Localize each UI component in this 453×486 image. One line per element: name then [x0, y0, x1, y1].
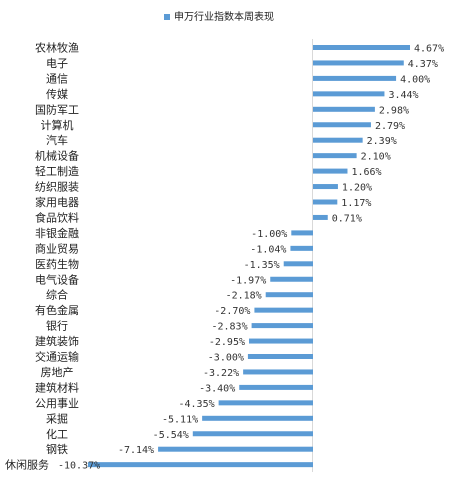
value-label: -1.00%	[251, 229, 287, 240]
category-label: 食品饮料	[35, 210, 79, 224]
value-label: -7.14%	[118, 445, 154, 456]
value-label: 2.98%	[379, 105, 409, 116]
bar-19	[251, 323, 313, 329]
value-label: -3.00%	[208, 353, 244, 364]
legend: 申万行业指数本周表现	[164, 10, 274, 23]
bar-13	[291, 230, 313, 236]
category-label: 国防军工	[35, 102, 79, 116]
category-label: 通信	[46, 72, 68, 85]
value-labels-group: 4.67% 4.37% 4.00% 3.44% 2.98% 2.79% 2.39% 2.10%…	[58, 44, 444, 472]
bar-27	[158, 446, 313, 452]
legend-label: 申万行业指数本周表现	[174, 10, 274, 23]
bar-3	[313, 75, 397, 81]
bar-1	[313, 45, 410, 50]
category-label: 房地产	[41, 365, 74, 379]
value-label: -2.83%	[211, 322, 247, 333]
category-labels-group: 农林牧渔电子通信传媒国防军工计算机汽车机械设备轻工制造纺织服装家用电器食品饮料非…	[5, 41, 79, 472]
category-label: 非银金融	[35, 226, 79, 240]
bar-9	[313, 168, 348, 174]
legend-swatch	[164, 14, 170, 20]
value-label: -1.04%	[250, 244, 286, 255]
bar-28	[88, 462, 313, 468]
category-label: 有色金属	[35, 303, 79, 317]
category-label: 银行	[46, 319, 68, 333]
bar-6	[313, 122, 371, 128]
category-label: 电气设备	[35, 272, 79, 286]
bar-16	[270, 276, 313, 282]
value-label: -3.40%	[199, 383, 235, 394]
category-label: 轻工制造	[35, 164, 79, 178]
value-label: -5.54%	[153, 430, 189, 441]
value-label: 2.79%	[375, 121, 405, 132]
value-label: 1.66%	[351, 167, 381, 178]
bar-2	[313, 60, 404, 66]
bar-15	[283, 261, 313, 267]
value-label: -2.95%	[209, 337, 245, 348]
bar-23	[239, 384, 313, 390]
bar-26	[192, 431, 313, 437]
category-label: 机械设备	[35, 149, 79, 163]
bar-22	[243, 369, 313, 375]
value-label: -2.18%	[226, 291, 262, 302]
category-label: 休闲服务	[5, 458, 49, 472]
value-label: 0.71%	[332, 213, 362, 224]
value-label: -10.37%	[58, 461, 100, 472]
category-label: 汽车	[46, 133, 68, 147]
bars-group	[88, 45, 410, 468]
value-label: 2.10%	[361, 152, 391, 163]
value-label: 4.37%	[408, 59, 438, 70]
category-label: 传媒	[46, 88, 68, 101]
bar-12	[313, 214, 328, 220]
category-label: 钢铁	[46, 443, 68, 456]
category-label: 采掘	[46, 411, 68, 425]
category-label: 建筑材料	[35, 380, 79, 394]
bar-4	[313, 91, 385, 97]
value-label: 4.00%	[400, 74, 430, 85]
bar-24	[218, 400, 313, 406]
category-label: 商业贸易	[35, 241, 79, 255]
bar-17	[265, 292, 313, 298]
category-label: 综合	[46, 288, 68, 302]
bar-5	[313, 106, 375, 112]
value-label: 4.67%	[414, 44, 444, 55]
value-label: 1.17%	[341, 198, 371, 209]
value-label: -1.35%	[244, 260, 280, 271]
value-label: 2.39%	[367, 136, 397, 147]
bar-8	[313, 153, 357, 159]
value-label: -2.70%	[214, 306, 250, 317]
bar-14	[290, 245, 313, 251]
category-label: 纺织服装	[35, 180, 79, 194]
bar-20	[248, 338, 313, 344]
bar-11	[313, 199, 338, 205]
category-label: 建筑装饰	[35, 334, 79, 348]
category-label: 农林牧渔	[35, 41, 79, 55]
value-label: -1.97%	[230, 275, 266, 286]
category-label: 公用事业	[35, 397, 79, 410]
category-label: 化工	[46, 427, 68, 441]
value-label: -4.35%	[178, 399, 214, 410]
category-label: 医药生物	[35, 257, 79, 271]
bar-10	[313, 184, 338, 190]
category-label: 计算机	[41, 118, 74, 132]
bar-18	[254, 307, 313, 313]
category-label: 电子	[46, 57, 68, 70]
bar-21	[247, 354, 313, 359]
value-label: -3.22%	[203, 368, 239, 379]
value-label: -5.11%	[162, 414, 198, 425]
value-label: 1.20%	[342, 183, 372, 194]
value-label: 3.44%	[388, 90, 418, 101]
bar-7	[313, 137, 363, 143]
category-label: 家用电器	[35, 195, 79, 209]
category-label: 交通运输	[35, 350, 79, 364]
bar-25	[202, 415, 313, 421]
